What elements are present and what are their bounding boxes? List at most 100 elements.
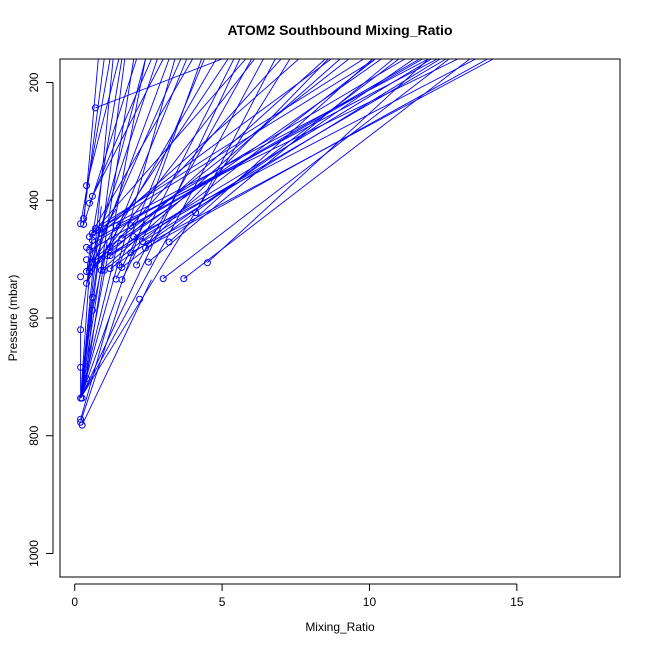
data-line-segment: [168, 59, 373, 243]
data-point: [159, 275, 167, 283]
data-point: [106, 243, 114, 251]
data-line-segment: [115, 59, 459, 227]
data-line-segment: [89, 59, 152, 204]
data-line-segment: [89, 59, 255, 272]
data-point: [139, 238, 146, 245]
data-line-segment: [92, 59, 247, 234]
data-line-segment: [80, 59, 146, 399]
data-line-segment: [91, 256, 105, 311]
y-tick-label: 400: [27, 190, 41, 210]
data-point: [192, 209, 200, 217]
data-line-segment: [95, 59, 223, 109]
data-line-segment: [80, 296, 123, 423]
data-point: [118, 235, 126, 242]
x-tick-label: 0: [71, 595, 78, 609]
data-point: [130, 233, 138, 241]
data-point: [86, 268, 93, 275]
plot-frame: [59, 58, 621, 578]
data-line-segment: [91, 217, 105, 298]
data-point: [88, 306, 96, 314]
data-line-segment: [86, 59, 120, 186]
data-point: [77, 220, 85, 228]
data-line-segment: [148, 59, 394, 263]
x-tick-label: 10: [363, 595, 377, 609]
data-point: [80, 220, 88, 228]
data-line-segment: [89, 59, 193, 238]
data-line-segment: [142, 59, 441, 242]
data-point: [203, 259, 211, 267]
data-line-segment: [133, 59, 476, 238]
data-point: [127, 249, 135, 257]
data-line-segment: [121, 205, 173, 239]
data-line-segment: [92, 59, 376, 234]
data-point: [144, 258, 152, 266]
data-point: [88, 192, 96, 200]
data-line-segment: [86, 59, 229, 272]
data-line-segment: [92, 59, 382, 263]
plot-area: [77, 59, 494, 429]
data-line-segment: [136, 59, 252, 266]
data-line-segment: [118, 59, 205, 266]
x-tick-label: 5: [219, 595, 226, 609]
data-line-segment: [80, 59, 111, 224]
x-axis-label: Mixing_Ratio: [305, 620, 375, 634]
data-line-segment: [106, 59, 432, 256]
data-point: [78, 394, 86, 402]
data-line-segment: [92, 59, 164, 197]
data-point: [78, 421, 86, 429]
data-point: [83, 375, 90, 383]
data-line-segment: [148, 59, 329, 245]
data-point: [118, 276, 126, 284]
data-line-segment: [86, 59, 158, 272]
y-tick-label: 800: [27, 425, 41, 445]
data-line-segment: [121, 59, 235, 280]
data-line-segment: [80, 59, 264, 399]
data-point: [77, 273, 85, 281]
data-line-segment: [86, 310, 93, 379]
data-line-segment: [121, 59, 400, 268]
data-point: [118, 263, 126, 271]
data-point: [86, 246, 93, 254]
data-line-segment: [130, 59, 420, 226]
y-tick-label: 1000: [27, 540, 41, 567]
data-line-segment: [89, 59, 429, 238]
data-point: [77, 363, 85, 371]
data-line-segment: [101, 59, 299, 234]
data-line-segment: [86, 241, 108, 379]
data-point: [88, 293, 96, 301]
data-point: [97, 229, 105, 237]
data-line-segment: [86, 59, 217, 284]
data-point: [83, 256, 90, 264]
data-line-segment: [195, 59, 276, 213]
data-line-segment: [81, 279, 152, 426]
data-point: [136, 295, 144, 303]
data-point: [100, 266, 108, 274]
data-line-segment: [145, 59, 488, 249]
data-line-segment: [109, 59, 188, 248]
data-line-segment: [103, 59, 376, 271]
y-axis-label: Pressure (mbar): [6, 275, 20, 362]
y-tick-label: 200: [27, 72, 41, 92]
data-point: [103, 252, 111, 260]
data-point: [127, 222, 135, 230]
data-line-segment: [207, 59, 429, 264]
x-tick-label: 15: [510, 595, 524, 609]
data-point: [83, 279, 90, 287]
data-line-segment: [83, 59, 138, 225]
data-point: [88, 236, 96, 244]
data-point: [86, 199, 93, 207]
data-line-segment: [109, 59, 414, 269]
data-line-segment: [83, 59, 105, 219]
data-point: [112, 222, 120, 230]
chart-title: ATOM2 Southbound Mixing_Ratio: [227, 22, 452, 38]
data-point: [142, 244, 149, 252]
data-line-segment: [109, 59, 447, 256]
data-line-segment: [80, 271, 90, 399]
data-line-segment: [89, 59, 282, 272]
data-line-segment: [183, 59, 470, 279]
data-point: [133, 261, 141, 269]
data-point: [180, 275, 188, 283]
data-point: [91, 104, 99, 112]
data-line-segment: [80, 299, 93, 399]
data-line-segment: [83, 59, 99, 225]
